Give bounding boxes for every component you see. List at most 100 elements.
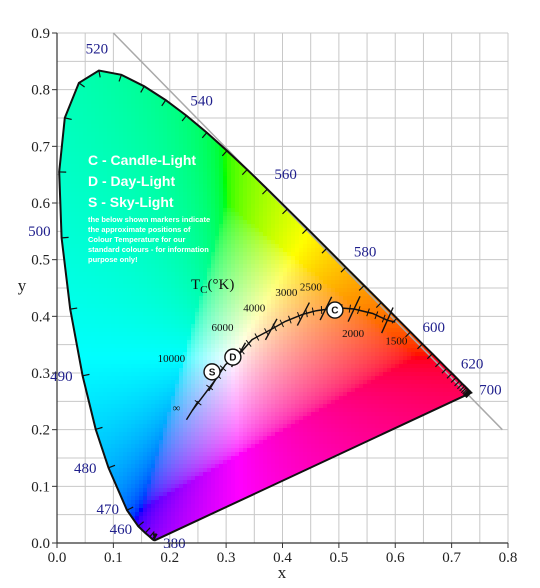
y-tick-label: 0.3 [31, 366, 50, 382]
y-tick-label: 0.8 [31, 83, 50, 99]
legend-note-line: standard colours - for information [88, 245, 209, 254]
wavelength-tick [108, 464, 116, 469]
wavelength-tick [70, 307, 78, 310]
legend-note-line: the below shown markers indicate [88, 215, 210, 224]
x-tick-label: 0.8 [499, 550, 518, 566]
reference-diagonal-line [112, 32, 503, 431]
wavelength-tick [405, 331, 411, 338]
marker-s [203, 363, 221, 381]
wavelength-tick [181, 115, 187, 122]
wavelength-tick [463, 389, 469, 396]
planckian-minor-tick [206, 384, 214, 391]
wavelength-tick [391, 317, 398, 324]
y-tick-label: 0.6 [31, 196, 50, 212]
y-tick-label: 0.7 [31, 139, 50, 155]
wavelength-tick [301, 228, 308, 235]
wavelength-label: 460 [110, 522, 133, 538]
wavelength-tick [126, 506, 134, 511]
x-axis-label: x [278, 563, 287, 582]
wavelength-tick [201, 132, 208, 139]
wavelength-label: 480 [74, 461, 97, 477]
isotherm-label: 2000 [342, 328, 365, 340]
legend-entry: S - Sky-Light [88, 194, 174, 210]
planckian-minor-tick [311, 307, 315, 316]
wavelength-tick [446, 372, 453, 379]
x-tick-label: 0.1 [104, 550, 123, 566]
wavelength-tick [441, 367, 448, 374]
gamut-cells [59, 70, 472, 541]
wavelength-tick [98, 70, 101, 78]
planckian-minor-tick [219, 365, 227, 372]
planckian-minor-tick [264, 328, 269, 336]
wavelength-tick [64, 117, 72, 120]
wavelength-label: 620 [461, 356, 484, 372]
wavelength-tick [118, 74, 122, 82]
wavelength-label: 700 [479, 383, 502, 399]
legend-note-line: the approximate positions of [88, 225, 191, 234]
planckian-minor-tick [381, 314, 386, 323]
planckian-minor-tick [297, 311, 301, 320]
marker-c [326, 301, 344, 319]
marker-letter: D [229, 353, 236, 364]
reference-line [112, 32, 503, 431]
wavelength-tick [221, 150, 228, 157]
color-gamut [59, 70, 472, 541]
wavelength-tick [465, 392, 472, 398]
wavelength-tick [151, 533, 158, 540]
wavelength-label: 500 [28, 224, 51, 240]
planckian-minor-tick [239, 347, 245, 355]
y-tick-label: 0.4 [31, 309, 50, 325]
wavelength-tick [144, 527, 151, 534]
isotherm-line [264, 318, 278, 341]
isotherm-line [185, 400, 199, 421]
y-tick-label: 0.0 [31, 536, 50, 552]
legend-note-line: Colour Temperature for our [88, 235, 185, 244]
marker-letter: C [331, 306, 338, 317]
wavelength-tick [462, 388, 469, 395]
y-axis-label: y [18, 276, 27, 295]
isotherm-line [380, 307, 394, 334]
legend-note-line: purpose only! [88, 255, 138, 264]
spectral-locus: 380 460 470 480 490 500 520 540 560 580 600 620 700 [28, 42, 502, 553]
wavelength-tick [262, 188, 268, 195]
wavelength-tick [340, 266, 347, 273]
wavelength-tick [82, 373, 90, 377]
wavelength-tick [375, 302, 382, 308]
wavelength-label: 580 [354, 244, 377, 260]
wavelength-tick [282, 208, 288, 215]
wavelength-tick [463, 390, 470, 396]
planckian-minor-tick [254, 333, 260, 341]
wavelength-tick [454, 380, 460, 387]
planckian-minor-tick [194, 399, 202, 406]
isotherm-line [347, 296, 361, 322]
wavelength-tick [417, 343, 423, 350]
wavelength-label: 490 [50, 369, 73, 385]
wavelength-tick [137, 521, 145, 527]
y-tick-label: 0.9 [31, 26, 50, 42]
wavelength-tick [450, 377, 457, 383]
wavelength-tick [426, 353, 433, 360]
wavelength-tick [241, 169, 248, 176]
planckian-minor-tick [366, 308, 370, 317]
isotherm-label: 6000 [212, 322, 235, 334]
wavelength-tick [358, 285, 365, 291]
wavelength-tick [321, 247, 328, 254]
isotherm-label: 4000 [243, 302, 266, 314]
wavelength-tick [459, 385, 466, 392]
planckian-minor-tick [288, 315, 292, 324]
x-tick-label: 0.7 [442, 550, 461, 566]
y-tick-label: 0.1 [31, 479, 50, 495]
wavelength-tick [149, 531, 155, 538]
x-tick-label: 0.5 [330, 550, 349, 566]
wavelength-tick [78, 82, 85, 88]
wavelength-tick [140, 86, 145, 93]
x-tick-label: 0.0 [48, 550, 67, 566]
wavelength-tick [435, 361, 441, 368]
isotherm-label: 2500 [300, 281, 323, 293]
planckian-minor-tick [305, 309, 308, 318]
wavelength-label: 560 [274, 167, 297, 183]
x-tick-label: 0.2 [160, 550, 179, 566]
wavelength-tick [153, 533, 158, 541]
